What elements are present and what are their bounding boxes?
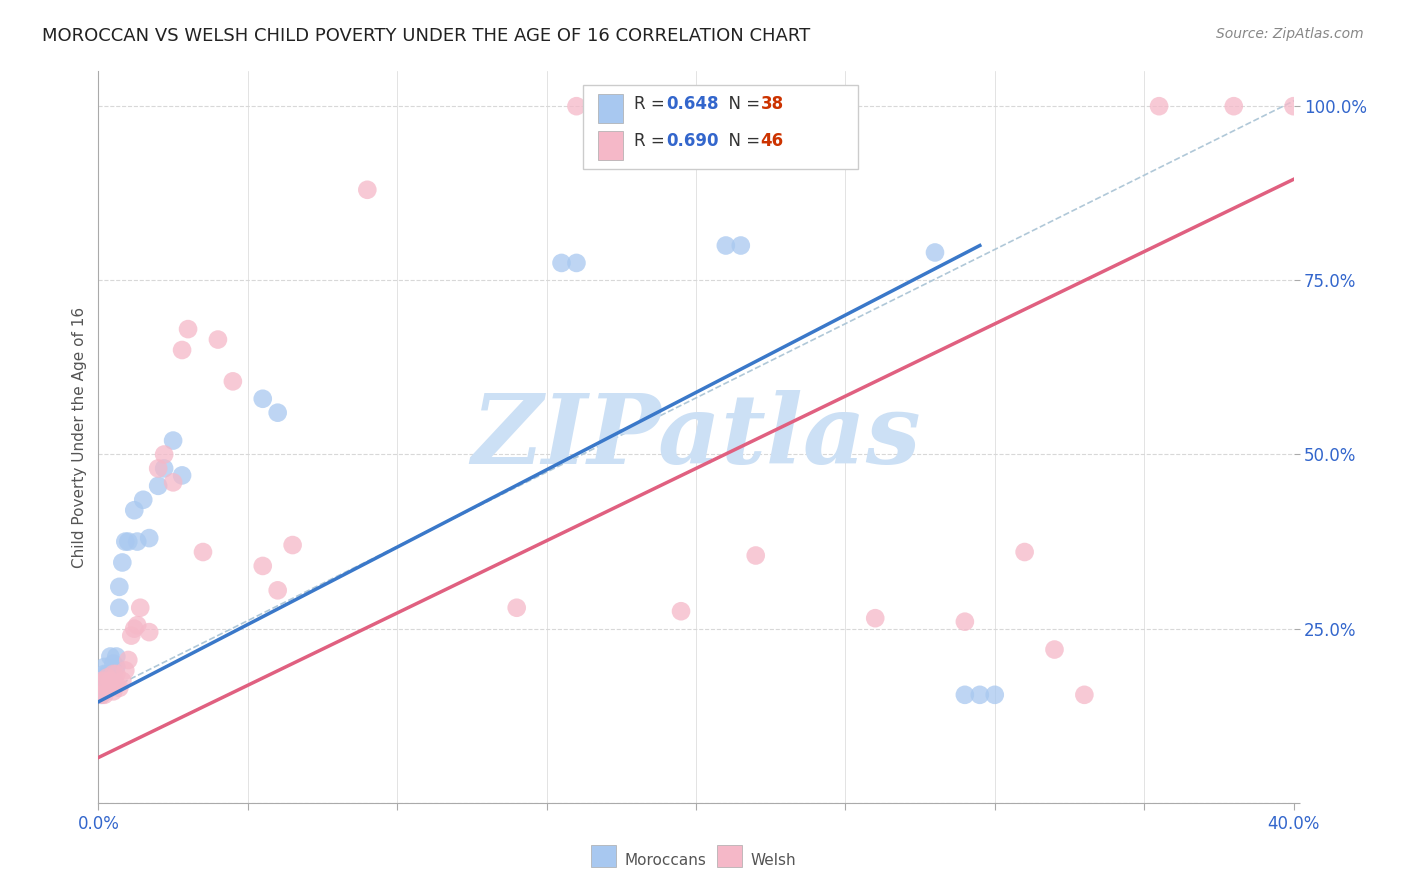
Point: [1223, 99, 1246, 113]
Point: [267, 406, 290, 420]
Point: [252, 558, 274, 573]
Point: [669, 604, 692, 618]
Point: [177, 322, 200, 336]
Point: [103, 673, 125, 688]
Point: [103, 667, 125, 681]
Point: [90, 688, 112, 702]
Text: ZIPatlas: ZIPatlas: [471, 390, 921, 484]
Point: [953, 688, 976, 702]
Point: [506, 600, 529, 615]
Point: [172, 468, 194, 483]
Point: [172, 343, 194, 357]
Point: [132, 492, 155, 507]
Point: [953, 615, 976, 629]
Text: R =: R =: [634, 132, 671, 150]
Point: [98, 673, 122, 688]
Text: 38: 38: [761, 95, 783, 113]
Point: [281, 538, 304, 552]
Point: [127, 618, 149, 632]
Point: [222, 375, 245, 389]
Point: [96, 670, 118, 684]
Point: [114, 534, 136, 549]
Point: [148, 479, 170, 493]
Point: [98, 649, 122, 664]
Point: [162, 475, 184, 490]
Point: [550, 256, 572, 270]
Point: [1014, 545, 1036, 559]
Point: [191, 545, 214, 559]
Point: [117, 653, 139, 667]
Point: [93, 667, 115, 681]
Point: [93, 673, 115, 688]
Point: [105, 677, 128, 691]
Point: [111, 673, 134, 688]
Point: [1073, 688, 1095, 702]
Point: [93, 673, 115, 688]
Point: [124, 622, 146, 636]
Point: [90, 688, 112, 702]
Point: [111, 556, 134, 570]
Point: [103, 684, 125, 698]
Point: [93, 688, 115, 702]
Point: [98, 667, 122, 681]
Point: [565, 256, 588, 270]
Point: [105, 660, 128, 674]
Point: [96, 673, 118, 688]
Point: [96, 681, 118, 695]
Point: [153, 461, 176, 475]
Point: [730, 238, 752, 252]
Point: [565, 99, 588, 113]
Point: [267, 583, 290, 598]
Point: [745, 549, 768, 563]
Text: MOROCCAN VS WELSH CHILD POVERTY UNDER THE AGE OF 16 CORRELATION CHART: MOROCCAN VS WELSH CHILD POVERTY UNDER TH…: [42, 27, 810, 45]
Point: [98, 681, 122, 695]
Point: [252, 392, 274, 406]
Point: [114, 664, 136, 678]
Point: [153, 448, 176, 462]
Point: [138, 625, 160, 640]
Point: [108, 681, 131, 695]
Point: [834, 99, 856, 113]
Text: N =: N =: [718, 132, 766, 150]
Point: [924, 245, 946, 260]
Point: [103, 657, 125, 671]
Point: [865, 611, 887, 625]
Point: [127, 534, 149, 549]
Point: [984, 688, 1007, 702]
Point: [105, 667, 128, 681]
Text: 0.690: 0.690: [666, 132, 718, 150]
Point: [117, 534, 139, 549]
Text: N =: N =: [718, 95, 766, 113]
Point: [207, 333, 229, 347]
Point: [148, 461, 170, 475]
Point: [108, 600, 131, 615]
Point: [98, 673, 122, 688]
Point: [1282, 99, 1305, 113]
Y-axis label: Child Poverty Under the Age of 16: Child Poverty Under the Age of 16: [72, 307, 87, 567]
Point: [120, 629, 142, 643]
Text: R =: R =: [634, 95, 671, 113]
Point: [162, 434, 184, 448]
Point: [93, 660, 115, 674]
Point: [138, 531, 160, 545]
Text: Source: ZipAtlas.com: Source: ZipAtlas.com: [1216, 27, 1364, 41]
Text: Moroccans: Moroccans: [624, 854, 706, 868]
Text: Welsh: Welsh: [751, 854, 796, 868]
Point: [108, 580, 131, 594]
Point: [1147, 99, 1170, 113]
Point: [96, 667, 118, 681]
Point: [90, 673, 112, 688]
Point: [90, 673, 112, 688]
Point: [124, 503, 146, 517]
Point: [356, 183, 378, 197]
Text: 0.648: 0.648: [666, 95, 718, 113]
Point: [969, 688, 991, 702]
Point: [1043, 642, 1066, 657]
Text: 46: 46: [761, 132, 783, 150]
Point: [105, 649, 128, 664]
Point: [129, 600, 152, 615]
Point: [714, 238, 737, 252]
Point: [96, 681, 118, 695]
